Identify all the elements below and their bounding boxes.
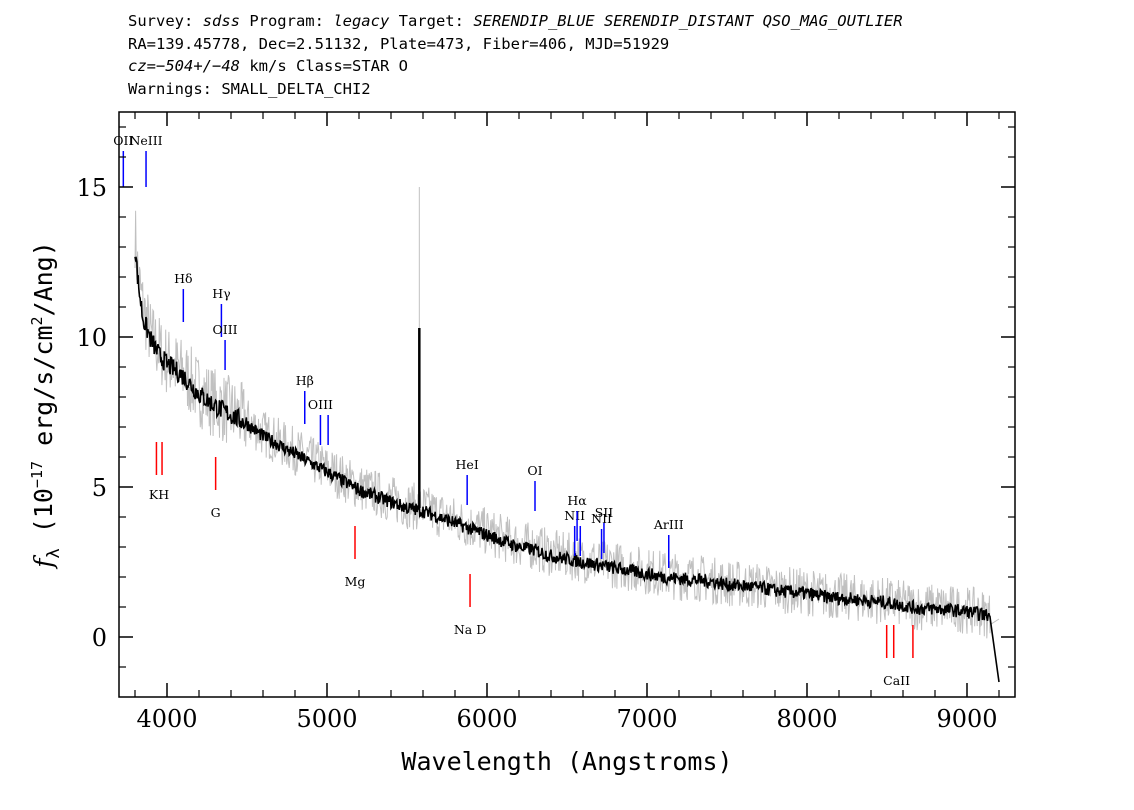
x-tick-label: 7000	[616, 705, 677, 733]
y-axis-exp1: −17	[28, 461, 46, 488]
line-label-hδ: Hδ	[174, 271, 192, 286]
x-tick-label: 8000	[776, 705, 837, 733]
x-tick-label: 5000	[296, 705, 357, 733]
line-label-nii: NII	[564, 508, 585, 523]
target-value: SERENDIP_BLUE SERENDIP_DISTANT QSO_MAG_O…	[473, 12, 903, 30]
x-tick-label: 6000	[456, 705, 517, 733]
y-axis-symbol: f	[29, 555, 58, 570]
program-key: Program:	[239, 12, 334, 30]
line-label-sii: SII	[595, 505, 614, 520]
cz-equals: =	[146, 57, 157, 75]
survey-value: sdss	[202, 12, 240, 30]
y-axis-exp2: 2	[28, 316, 46, 325]
y-axis-units-pre: (10	[29, 488, 58, 548]
header-line-3: cz=−504+/−48 km/s Class=STAR O	[128, 55, 903, 78]
x-axis-title: Wavelength (Angstroms)	[401, 747, 732, 776]
header-line-1: Survey: sdss Program: legacy Target: SER…	[128, 10, 903, 33]
target-key: Target:	[389, 12, 474, 30]
x-tick-label: 4000	[136, 705, 197, 733]
x-tick-label: 9000	[936, 705, 997, 733]
y-tick-label: 0	[92, 624, 107, 652]
line-label-caii: CaII	[883, 673, 910, 688]
line-label-oi: OI	[527, 463, 542, 478]
series-raw-flux	[134, 210, 1000, 639]
cz-rest: km/s Class=STAR O	[240, 57, 408, 75]
y-tick-label: 10	[76, 324, 107, 352]
line-label-g: G	[211, 505, 221, 520]
line-label-nii: NII	[591, 511, 612, 526]
spectrum-header: Survey: sdss Program: legacy Target: SER…	[128, 10, 903, 100]
cz-key: cz	[128, 57, 147, 75]
plot-frame	[118, 111, 1016, 698]
y-axis-units-mid: erg/s/cm	[29, 326, 58, 461]
cz-value: −504+/−48	[156, 57, 241, 75]
y-axis-units-post: /Ang)	[29, 241, 58, 316]
y-axis-subscript: λ	[44, 548, 64, 558]
line-label-neiii: NeIII	[129, 133, 162, 148]
ticks-group: 4000 5000 6000 7000 8000 9000 0 5 10 15	[76, 112, 1015, 733]
line-label-hβ: Hβ	[296, 373, 314, 388]
y-tick-label: 15	[76, 174, 107, 202]
y-axis-title: fλ (10−17 erg/s/cm2/Ang)	[28, 241, 64, 570]
header-line-4: Warnings: SMALL_DELTA_CHI2	[128, 79, 371, 98]
line-label-kh: KH	[149, 487, 169, 502]
header-line-2: RA=139.45778, Dec=2.51132, Plate=473, Fi…	[128, 34, 670, 53]
line-label-hei: HeI	[456, 457, 479, 472]
line-label-ariii: ArIII	[653, 517, 684, 532]
y-tick-label: 5	[92, 474, 107, 502]
line-label-hγ: Hγ	[212, 286, 230, 301]
survey-key: Survey:	[128, 12, 203, 30]
line-label-hα: Hα	[567, 493, 587, 508]
line-label-na-d: Na D	[454, 622, 486, 637]
line-label-oiii: OIII	[213, 322, 238, 337]
program-value: legacy	[333, 12, 390, 30]
line-label-mg: Mg	[345, 574, 366, 589]
series-group	[134, 187, 1000, 683]
series-smoothed-flux	[134, 256, 1000, 683]
line-label-oiii: OIII	[308, 397, 333, 412]
